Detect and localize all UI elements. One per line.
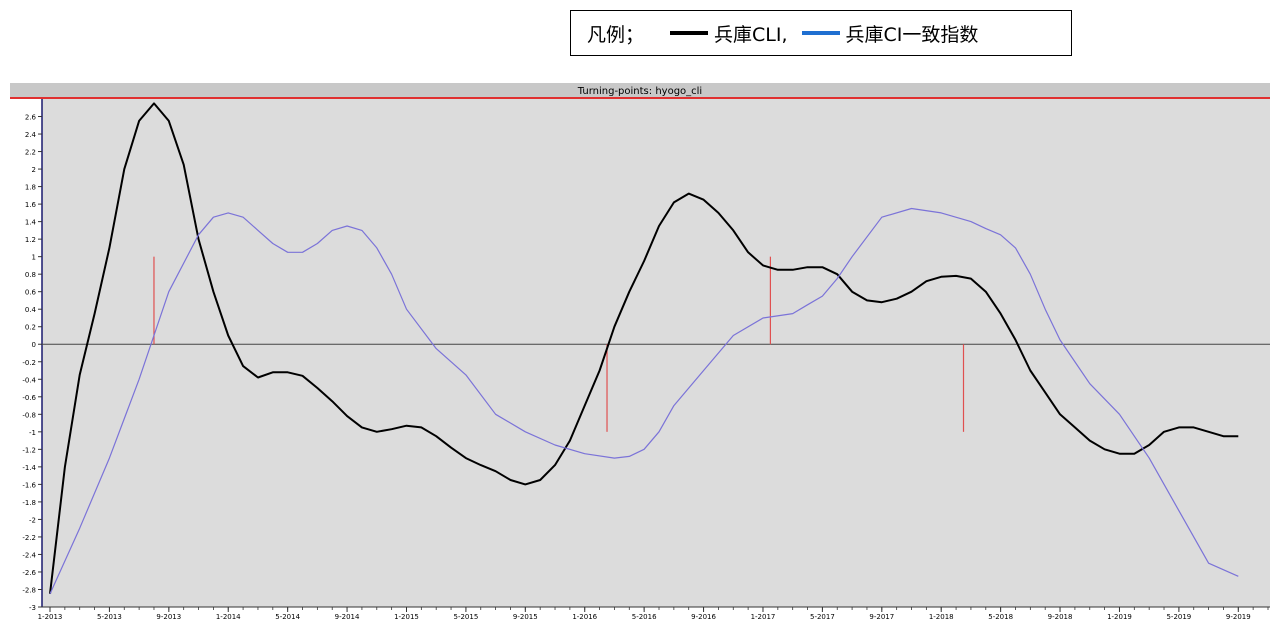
legend-label-ci: 兵庫CI一致指数: [845, 23, 979, 46]
x-tick-label: 9-2018: [1048, 613, 1073, 621]
x-tick-label: 1-2019: [1107, 613, 1132, 621]
chart: Turning-points: hyogo_cli 2.6 2.4 2.2 2 1.8 1…: [10, 83, 1270, 623]
legend-swatch-ci: [801, 31, 840, 35]
y-tick-label: -1: [29, 429, 36, 437]
x-tick-label: 5-2013: [97, 613, 122, 621]
x-tick-label: 5-2015: [454, 613, 479, 621]
y-tick-label: -2: [29, 516, 36, 524]
x-tick-label: 5-2014: [275, 613, 300, 621]
y-tick-label: 2.6: [25, 114, 37, 122]
y-tick-label: -0.4: [22, 376, 36, 384]
y-tick-label: -2.8: [22, 586, 36, 594]
legend-entry-cli: 兵庫CLI,: [670, 20, 788, 47]
x-tick-label: 9-2013: [156, 613, 181, 621]
y-tick-label: 0.6: [25, 289, 37, 297]
x-tick-label: 1-2017: [751, 613, 776, 621]
x-tick-label: 9-2017: [869, 613, 894, 621]
y-tick-label: 1: [32, 254, 36, 262]
y-tick-label: 1.8: [25, 184, 36, 192]
y-tick-label: 2.4: [25, 131, 37, 139]
x-tick-label: 1-2016: [572, 613, 597, 621]
y-tick-label: -3: [29, 604, 36, 612]
y-tick-label: 2.2: [25, 149, 36, 157]
y-tick-label: 0.2: [25, 324, 36, 332]
y-axis: 2.6 2.4 2.2 2 1.8 1.6 1.4 1.2 1 0.8 0.6 0.4 0.2 0 -0.2…: [22, 99, 43, 612]
y-tick-label: -2.2: [22, 534, 36, 542]
y-tick-label: -2.6: [22, 569, 36, 577]
series-group: [49, 102, 1239, 595]
plot-area: [42, 99, 1270, 607]
x-tick-label: 5-2019: [1166, 613, 1191, 621]
x-tick-label: 5-2017: [810, 613, 835, 621]
y-tick-label: 0.8: [25, 271, 36, 279]
x-tick-label: 9-2016: [691, 613, 716, 621]
x-tick-label: 5-2016: [632, 613, 657, 621]
y-tick-label: 1.4: [25, 219, 37, 227]
x-tick-label: 5-2018: [988, 613, 1013, 621]
x-tick-label: 1-2013: [38, 613, 63, 621]
series-line-cli: [49, 102, 1239, 595]
x-tick-label: 9-2014: [335, 613, 360, 621]
legend-title: 凡例；: [587, 23, 645, 46]
y-tick-label: 0.4: [25, 306, 37, 314]
y-tick-label: -1.6: [22, 481, 36, 489]
turning-points: [153, 256, 965, 432]
legend-entry-ci: 兵庫CI一致指数: [801, 20, 979, 47]
y-tick-label: -1.2: [22, 446, 36, 454]
chart-title-bar: [10, 83, 1270, 97]
x-tick-label: 9-2015: [513, 613, 538, 621]
y-tick-label: -0.6: [22, 394, 36, 402]
series-line-ci: [49, 207, 1239, 595]
y-tick-label: -0.8: [22, 411, 36, 419]
chart-svg: Turning-points: hyogo_cli 2.6 2.4 2.2 2 1.8 1…: [10, 83, 1270, 623]
y-tick-label: -0.2: [22, 359, 36, 367]
legend: 凡例； 兵庫CLI, 兵庫CI一致指数: [570, 10, 1072, 56]
y-tick-label: -1.4: [22, 464, 36, 472]
y-tick-label: 0: [32, 341, 36, 349]
x-tick-label: 9-2019: [1226, 613, 1251, 621]
y-tick-label: -2.4: [22, 551, 36, 559]
y-tick-label: 1.2: [25, 236, 36, 244]
y-tick-label: 1.6: [25, 201, 37, 209]
legend-swatch-cli: [670, 31, 709, 35]
y-tick-label: 2: [32, 166, 36, 174]
legend-label-cli: 兵庫CLI,: [714, 23, 788, 46]
y-tick-label: -1.8: [22, 499, 36, 507]
x-tick-label: 1-2015: [394, 613, 419, 621]
x-tick-label: 1-2018: [929, 613, 954, 621]
x-axis: 1-2013 5-2013 9-2013 1-2014 5-2014 9-2014 1-20…: [38, 606, 1270, 621]
chart-title: Turning-points: hyogo_cli: [577, 86, 702, 97]
x-tick-label: 1-2014: [216, 613, 241, 621]
